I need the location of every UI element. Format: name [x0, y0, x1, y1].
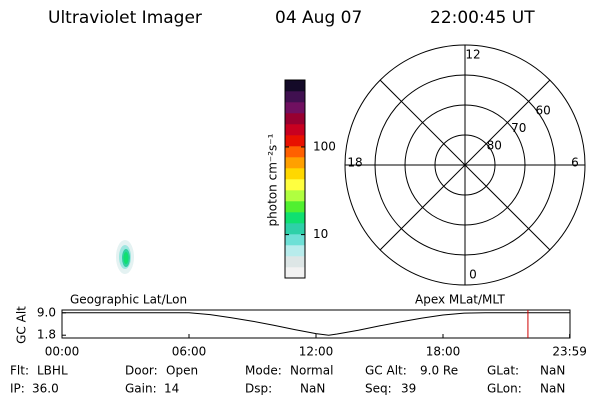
colorbar-step	[285, 256, 305, 268]
ring-label: 70	[511, 121, 526, 135]
colorbar-step	[285, 80, 305, 92]
field-value: 36.0	[32, 382, 59, 396]
colorbar-step	[285, 124, 305, 136]
ring-label: 60	[535, 104, 550, 118]
colorbar-step	[285, 245, 305, 257]
colorbar-step	[285, 190, 305, 202]
field-label: GLat:	[487, 364, 519, 378]
colorbar-step	[285, 223, 305, 235]
colorbar-step	[285, 113, 305, 125]
field-label: IP:	[10, 382, 25, 396]
field-value: 14	[164, 382, 179, 396]
field-value: LBHL	[37, 364, 68, 378]
field-value: Normal	[290, 364, 333, 378]
y-tick-label: 9.0	[37, 305, 56, 319]
altitude-line	[62, 312, 570, 336]
mlt-label: 18	[347, 156, 362, 170]
field-value: NaN	[300, 382, 325, 396]
colorbar-tick-label: 100	[313, 139, 336, 153]
field-value: 39	[401, 382, 416, 396]
field-value: NaN	[540, 382, 565, 396]
colorbar-step	[285, 91, 305, 103]
right-label: Apex MLat/MLT	[415, 293, 505, 307]
colorbar-label: photon cm⁻²s⁻¹	[266, 133, 280, 226]
polar-ring	[434, 134, 496, 196]
field-label: GLon:	[487, 382, 522, 396]
polar-ring	[374, 74, 556, 256]
time: 22:00:45 UT	[430, 8, 535, 28]
colorbar-step	[285, 201, 305, 213]
colorbar-step	[285, 135, 305, 147]
x-tick-label: 18:00	[426, 345, 461, 359]
field-label: Dsp:	[245, 382, 272, 396]
x-tick-label: 12:00	[299, 345, 334, 359]
colorbar-frame	[284, 79, 306, 279]
field-label: Gain:	[125, 382, 157, 396]
field-value: Open	[166, 364, 198, 378]
field-label: Mode:	[245, 364, 282, 378]
x-tick-label: 06:00	[172, 345, 207, 359]
mlt-label: 0	[469, 268, 477, 282]
colorbar-tick-label: 10	[313, 227, 328, 241]
field-value: 9.0 Re	[420, 364, 458, 378]
colorbar-step	[285, 102, 305, 114]
ring-label: 80	[487, 139, 502, 153]
field-label: GC Alt:	[365, 364, 407, 378]
title: Ultraviolet Imager	[48, 8, 202, 28]
y-tick-label: 1.8	[37, 328, 56, 342]
colorbar-step	[285, 179, 305, 191]
colorbar-step	[285, 267, 305, 279]
colorbar-step	[285, 157, 305, 169]
left-label: Geographic Lat/Lon	[70, 293, 187, 307]
y-axis-label: GC Alt	[15, 306, 29, 344]
field-label: Seq:	[365, 382, 392, 396]
field-label: Flt:	[10, 364, 29, 378]
colorbar-step	[285, 212, 305, 224]
polar-ring	[404, 104, 526, 226]
mlt-label: 6	[571, 156, 579, 170]
image-blob	[116, 240, 134, 274]
mlt-label: 12	[465, 48, 480, 62]
colorbar-step	[285, 168, 305, 180]
x-tick-label: 23:59	[552, 345, 587, 359]
x-tick-label: 00:00	[45, 345, 80, 359]
colorbar-step	[285, 234, 305, 246]
field-label: Door:	[125, 364, 158, 378]
field-value: NaN	[540, 364, 565, 378]
colorbar-step	[285, 146, 305, 158]
date: 04 Aug 07	[275, 8, 362, 28]
